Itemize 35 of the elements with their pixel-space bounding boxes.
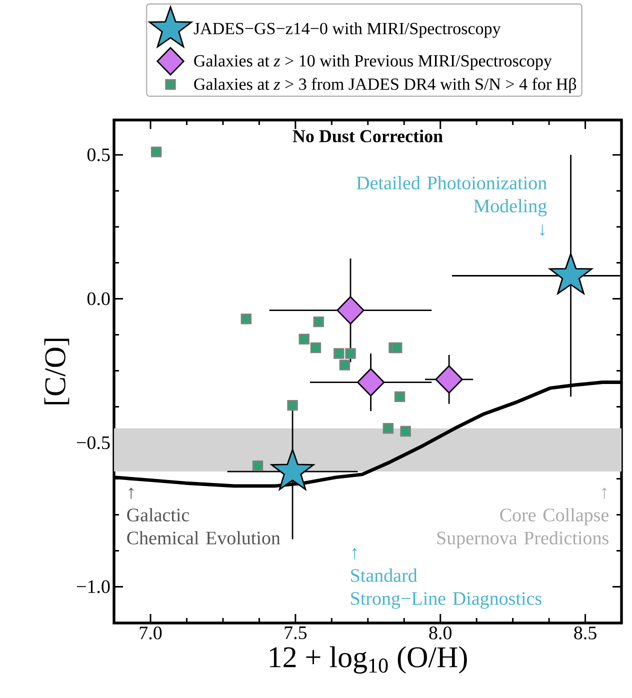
legend-label: Galaxies at z > 10 with Previous MIRI/Spectroscopy — [194, 54, 552, 70]
point — [310, 342, 322, 354]
point — [150, 146, 162, 158]
point — [240, 314, 252, 324]
y-axis-title: [C/O] — [44, 338, 70, 404]
point — [356, 368, 385, 396]
point — [382, 423, 394, 434]
x-tick-label: 7.0 — [140, 626, 162, 640]
point — [334, 348, 344, 359]
y-tick-label: 0.0 — [87, 292, 110, 306]
point — [345, 348, 356, 359]
annotation: ↑ Core Collapse Supernova Predictions — [437, 488, 608, 548]
point — [287, 400, 298, 411]
point — [313, 316, 324, 328]
chart-title: No Dust Correction — [292, 130, 443, 142]
y-tick-label: −0.5 — [76, 436, 110, 450]
point — [400, 426, 411, 437]
legend-label: JADES−GS−z14−0 with MIRI/Spectroscopy — [194, 22, 501, 38]
annotation: ↑ Standard Strong−Line Diagnostics — [351, 548, 542, 609]
annotation: ↑ Galactic Chemical Evolution — [127, 488, 280, 544]
point — [392, 342, 402, 354]
y-tick-label: 0.5 — [87, 148, 110, 162]
y-tick-label: −1.0 — [76, 580, 110, 594]
x-tick-label: 7.5 — [284, 626, 307, 640]
x-axis-title: 12 + log$_{10}$ (O/H) — [270, 646, 467, 674]
legend-label: Galaxies at z > 3 from JADES DR4 with S/N > 4 for Hβ — [194, 78, 576, 94]
annotation: Detailed Photoionization Modeling ↓ — [356, 176, 547, 236]
point — [298, 334, 310, 344]
x-tick-label: 8.0 — [429, 626, 452, 640]
point — [336, 296, 364, 325]
point — [252, 460, 264, 472]
x-tick-label: 8.5 — [574, 626, 596, 640]
point — [394, 391, 406, 402]
point — [435, 365, 463, 394]
point — [339, 360, 350, 370]
